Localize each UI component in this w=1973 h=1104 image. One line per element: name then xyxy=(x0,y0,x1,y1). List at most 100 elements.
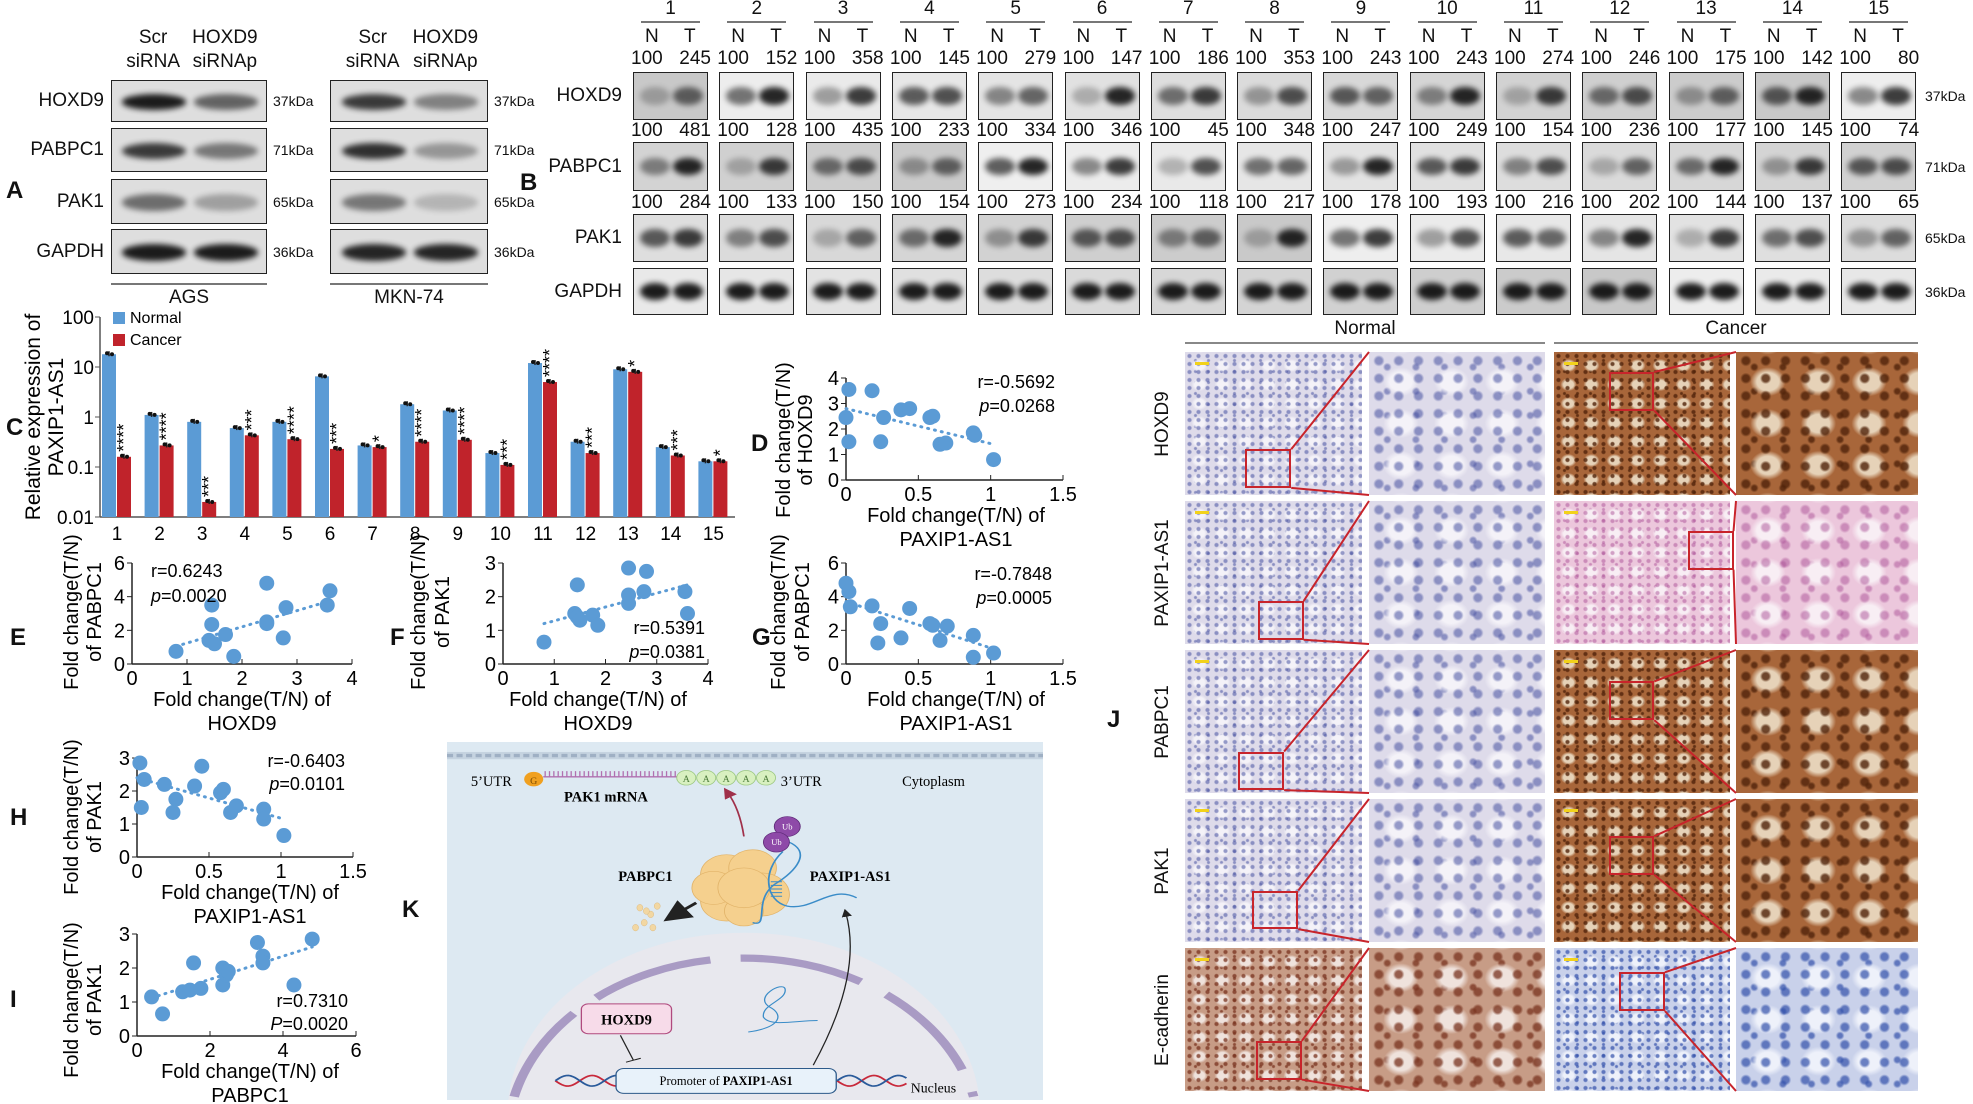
protein-band xyxy=(845,283,876,300)
protein-band xyxy=(1330,283,1361,300)
significance-stars: **** xyxy=(455,407,475,435)
protein-band xyxy=(1881,229,1912,247)
polya-label: A xyxy=(703,774,711,785)
protein-band xyxy=(1622,87,1653,105)
tumor-density-value: 243 xyxy=(1369,48,1402,69)
data-point xyxy=(207,636,222,652)
protein-band xyxy=(673,87,703,105)
replicate-point xyxy=(247,432,252,437)
blot-band-image xyxy=(633,214,708,262)
x-tick-label: 1.5 xyxy=(1049,668,1077,690)
y-tick-label: 1 xyxy=(828,445,839,467)
data-point xyxy=(218,627,233,643)
blot-band-image xyxy=(719,72,795,120)
lane-number: 4 xyxy=(924,0,935,19)
tumor-density-value: 145 xyxy=(1801,120,1833,141)
cancer-bar xyxy=(628,371,643,517)
data-point xyxy=(136,771,152,787)
replicate-point xyxy=(167,443,172,448)
p-label: p xyxy=(268,774,279,794)
tumor-density-value: 435 xyxy=(851,120,884,141)
replicate-point xyxy=(403,401,408,406)
protein-band xyxy=(1708,157,1739,176)
ihc-magnified-image xyxy=(1736,352,1918,495)
protein-band xyxy=(1277,229,1308,247)
blot-band-image xyxy=(1150,72,1226,120)
blot-band-image xyxy=(111,128,267,172)
normal-bar xyxy=(315,376,329,517)
panel-label-h: H xyxy=(10,804,28,831)
data-point xyxy=(873,434,889,450)
protein-band xyxy=(931,157,962,176)
x-tick-label: 8 xyxy=(410,524,421,545)
replicate-point xyxy=(290,436,295,441)
x-tick-label: 3 xyxy=(291,668,302,690)
replicate-point xyxy=(280,419,285,424)
normal-lane-label: N xyxy=(817,26,832,47)
x-tick-label: 1 xyxy=(275,861,286,883)
panel-label-k: K xyxy=(402,896,420,923)
data-point xyxy=(133,800,149,815)
significance-stars: * xyxy=(370,435,390,442)
y-tick-label: 1 xyxy=(119,814,130,836)
replicate-point xyxy=(593,451,598,456)
protein-band xyxy=(1761,157,1792,176)
zoom-connector-line xyxy=(1284,789,1370,794)
zoom-connector-line xyxy=(1732,569,1737,645)
protein-band xyxy=(1330,229,1361,247)
normal-bar xyxy=(400,404,415,517)
protein-band xyxy=(1794,229,1825,247)
data-point xyxy=(939,618,955,634)
normal-bar xyxy=(485,453,500,517)
protein-band xyxy=(759,87,790,105)
correlation-r: r=-0.6403 xyxy=(267,751,345,771)
protein-band xyxy=(1761,283,1792,300)
tumor-lane-label: T xyxy=(1029,26,1041,47)
lane-number: 15 xyxy=(1868,0,1890,19)
blot-band-image xyxy=(719,214,795,262)
tumor-lane-label: T xyxy=(1374,26,1386,47)
protein-band xyxy=(341,194,406,211)
ihc-magnified-image xyxy=(1736,501,1918,644)
tumor-density-value: 202 xyxy=(1628,192,1661,213)
normal-density-value: 100 xyxy=(1062,192,1095,213)
tumor-lane-label: T xyxy=(770,26,782,47)
data-point xyxy=(864,383,880,399)
protein-band xyxy=(1244,157,1275,176)
molecular-weight-label: 65kDa xyxy=(494,193,535,210)
lane-underline xyxy=(1762,21,1822,23)
blot-band-image xyxy=(1323,214,1399,262)
significance-stars: *** xyxy=(497,439,517,460)
normal-bar xyxy=(442,410,457,517)
data-point xyxy=(255,955,271,971)
protein-band xyxy=(1018,87,1049,105)
protein-band xyxy=(1416,157,1447,176)
cancer-bar xyxy=(330,448,344,517)
lncrna-strand xyxy=(767,850,858,908)
normal-density-value: 100 xyxy=(1235,120,1267,141)
x-tick-label: 1.5 xyxy=(339,861,367,883)
zoom-connector-line xyxy=(1732,500,1737,532)
p-value: p=0.0020 xyxy=(150,586,227,606)
protein-band xyxy=(1675,283,1706,300)
normal-density-value: 100 xyxy=(1666,192,1699,213)
x-axis-label: Fold change(T/N) of xyxy=(153,689,331,711)
polya-label: A xyxy=(723,774,731,785)
p-label: p xyxy=(150,586,161,606)
column-header-line1: HOXD9 xyxy=(192,27,258,48)
blot-band-image xyxy=(891,214,967,262)
normal-lane-label: N xyxy=(1766,26,1781,47)
protein-band xyxy=(414,143,479,159)
normal-density-value: 100 xyxy=(631,120,663,141)
normal-lane-label: N xyxy=(903,26,918,47)
protein-band xyxy=(1675,157,1706,176)
degradation-arrow xyxy=(663,900,698,922)
protein-band xyxy=(759,157,790,176)
x-tick-label: 1 xyxy=(985,668,996,690)
row-label: GAPDH xyxy=(554,280,622,302)
protein-band xyxy=(1761,229,1792,247)
y-axis-label: Relative expression of xyxy=(22,314,45,521)
replicate-point xyxy=(460,436,465,441)
data-point xyxy=(220,963,236,979)
